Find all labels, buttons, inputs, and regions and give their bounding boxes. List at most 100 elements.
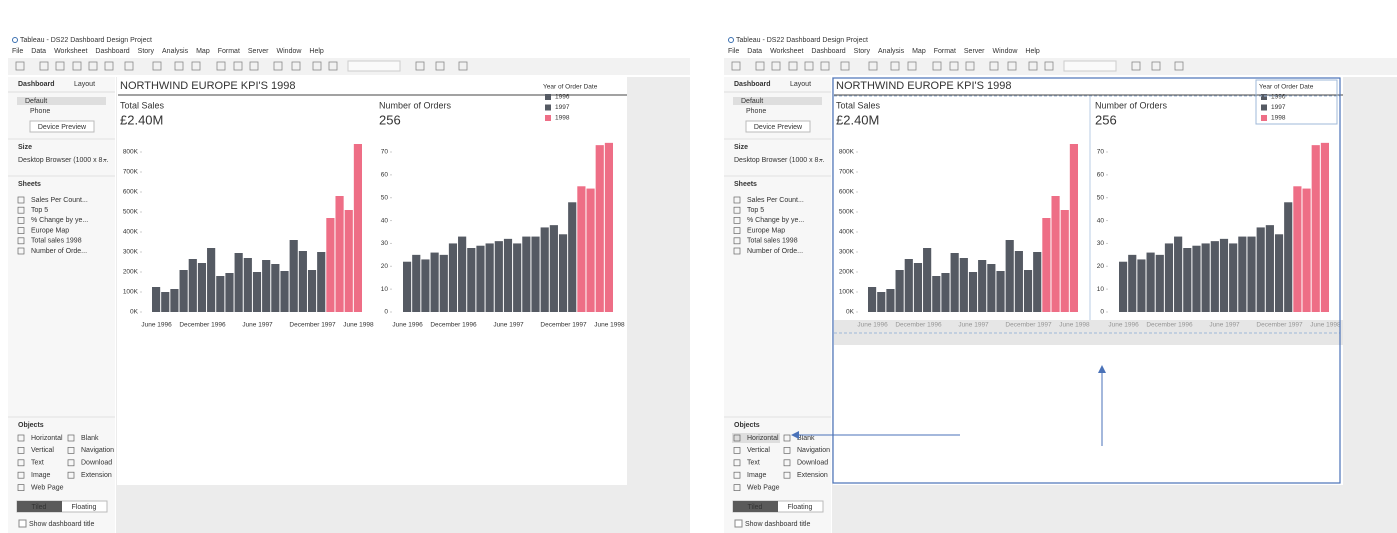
menu-item[interactable]: Map	[912, 48, 926, 55]
toolbar-icon[interactable]	[868, 61, 878, 71]
toolbar-icon[interactable]	[1131, 61, 1141, 71]
toolbar-icon[interactable]	[1151, 61, 1161, 71]
mode[interactable]: Tiled	[748, 504, 763, 511]
toolbar-icon[interactable]	[152, 61, 162, 71]
sheet-item[interactable]: Europe Map	[31, 227, 69, 234]
menu-item[interactable]: Server	[248, 48, 269, 55]
size-value[interactable]: Desktop Browser (1000 x 8...	[18, 157, 108, 164]
object-item[interactable]: Web Page	[31, 484, 64, 491]
sheet-item[interactable]: Total sales 1998	[31, 238, 82, 245]
toolbar-icon[interactable]	[890, 61, 900, 71]
toolbar-icon[interactable]	[755, 61, 765, 71]
object-item[interactable]: Image	[31, 472, 51, 479]
toolbar-icon[interactable]	[949, 61, 959, 71]
toolbar-icon[interactable]	[820, 61, 830, 71]
toolbar-dropdown[interactable]	[347, 60, 401, 72]
mode-selected[interactable]	[17, 501, 62, 512]
object-item[interactable]: Image	[747, 472, 767, 479]
mode[interactable]: Floating	[72, 504, 97, 511]
toolbar-icon[interactable]	[788, 61, 798, 71]
object-item[interactable]: Web Page	[747, 484, 780, 491]
menu-item[interactable]: Dashboard	[811, 48, 845, 55]
toolbar-icon[interactable]	[328, 61, 338, 71]
device-option[interactable]: Default	[25, 98, 47, 105]
object-item[interactable]: Horizontal	[747, 435, 779, 442]
object-item[interactable]: Extension	[797, 472, 828, 479]
toolbar-icon[interactable]	[88, 61, 98, 71]
toolbar-icon[interactable]	[174, 61, 184, 71]
menu-item[interactable]: Help	[309, 48, 324, 55]
menu-item[interactable]: Data	[747, 48, 762, 55]
checkbox[interactable]	[18, 519, 27, 528]
mode[interactable]: Tiled	[32, 504, 47, 511]
toolbar-icon[interactable]	[233, 61, 243, 71]
toolbar-icon[interactable]	[1174, 61, 1184, 71]
sheet-item[interactable]: Total sales 1998	[747, 238, 798, 245]
toolbar-icon[interactable]	[124, 61, 134, 71]
sheet-item[interactable]: Europe Map	[747, 227, 785, 234]
menu-item[interactable]: File	[728, 48, 739, 55]
device-option[interactable]: Phone	[746, 108, 766, 115]
toolbar-icon[interactable]	[840, 61, 850, 71]
object-item[interactable]: Extension	[81, 472, 112, 479]
toolbar-icon[interactable]	[273, 61, 283, 71]
sheet-item[interactable]: Top 5	[747, 207, 764, 214]
toolbar-dropdown[interactable]	[1063, 60, 1117, 72]
menu-item[interactable]: File	[12, 48, 23, 55]
size-value[interactable]: Desktop Browser (1000 x 8...	[734, 157, 824, 164]
toolbar-icon[interactable]	[72, 61, 82, 71]
toolbar-icon[interactable]	[39, 61, 49, 71]
toolbar-icon[interactable]	[989, 61, 999, 71]
device-preview-button[interactable]	[29, 120, 95, 133]
menu-item[interactable]: Analysis	[162, 48, 189, 55]
menu-item[interactable]: Dashboard	[95, 48, 129, 55]
menu-item[interactable]: Data	[31, 48, 46, 55]
toolbar-icon[interactable]	[932, 61, 942, 71]
toolbar-icon[interactable]	[771, 61, 781, 71]
toolbar-icon[interactable]	[1007, 61, 1017, 71]
toolbar-icon[interactable]	[458, 61, 468, 71]
sheet-item[interactable]: % Change by ye...	[747, 217, 804, 224]
menu-item[interactable]: Format	[218, 48, 240, 55]
menu-item[interactable]: Window	[993, 48, 1019, 55]
toolbar-icon[interactable]	[415, 61, 425, 71]
device-preview-button[interactable]	[745, 120, 811, 133]
menu-item[interactable]: Help	[1025, 48, 1040, 55]
menu-item[interactable]: Worksheet	[54, 48, 87, 55]
toolbar-icon[interactable]	[804, 61, 814, 71]
menu-item[interactable]: Story	[138, 48, 155, 55]
toolbar-icon[interactable]	[312, 61, 322, 71]
mode-selected[interactable]	[733, 501, 778, 512]
device-option[interactable]: Default	[741, 98, 763, 105]
menu-item[interactable]: Format	[934, 48, 956, 55]
object-item[interactable]: Blank	[797, 435, 815, 442]
object-item[interactable]: Blank	[81, 435, 99, 442]
toolbar-icon[interactable]	[1044, 61, 1054, 71]
toolbar-icon[interactable]	[104, 61, 114, 71]
toolbar-icon[interactable]	[907, 61, 917, 71]
toolbar-icon[interactable]	[291, 61, 301, 71]
toolbar-icon[interactable]	[731, 61, 741, 71]
menu-item[interactable]: Server	[964, 48, 985, 55]
menu-item[interactable]: Worksheet	[770, 48, 803, 55]
object-item[interactable]: Vertical	[747, 447, 770, 454]
sheet-item[interactable]: % Change by ye...	[31, 217, 88, 224]
sheet-item[interactable]: Top 5	[31, 207, 48, 214]
object-item[interactable]: Vertical	[31, 447, 54, 454]
toolbar-icon[interactable]	[249, 61, 259, 71]
menu-item[interactable]: Map	[196, 48, 210, 55]
object-item[interactable]: Download	[81, 460, 112, 467]
object-item[interactable]: Navigation	[797, 447, 830, 454]
mode[interactable]: Floating	[788, 504, 813, 511]
sheet-item[interactable]: Sales Per Count...	[31, 197, 88, 204]
menu-item[interactable]: Story	[854, 48, 871, 55]
object-item[interactable]: Text	[31, 460, 44, 467]
sheet-item[interactable]: Number of Orde...	[31, 248, 87, 255]
object-item[interactable]: Horizontal	[31, 435, 63, 442]
object-item[interactable]: Navigation	[81, 447, 114, 454]
toolbar-icon[interactable]	[216, 61, 226, 71]
toolbar-icon[interactable]	[15, 61, 25, 71]
toolbar-icon[interactable]	[55, 61, 65, 71]
toolbar-icon[interactable]	[191, 61, 201, 71]
checkbox[interactable]	[734, 519, 743, 528]
